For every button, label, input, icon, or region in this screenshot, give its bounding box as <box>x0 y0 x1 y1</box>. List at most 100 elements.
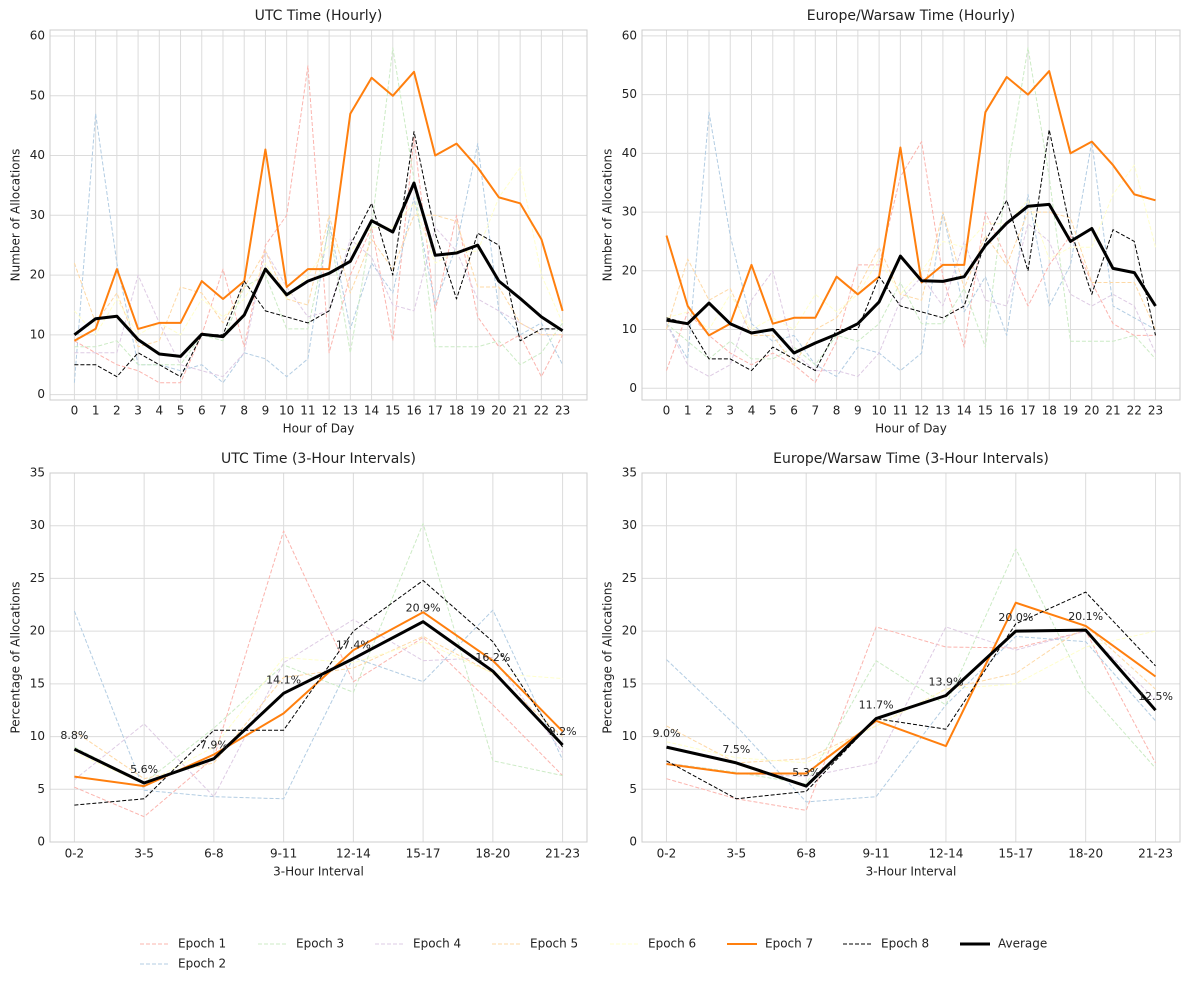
x-tick-label: 6 <box>790 404 798 418</box>
y-tick-label: 35 <box>622 466 637 480</box>
x-tick-label: 4 <box>748 404 756 418</box>
series-line <box>74 580 564 806</box>
x-tick-label: 3-5 <box>727 847 747 861</box>
legend-label: Epoch 4 <box>413 937 461 951</box>
x-tick-label: 18 <box>449 404 464 418</box>
x-tick-label: 5 <box>769 404 777 418</box>
x-axis-label: 3-Hour Interval <box>273 865 364 879</box>
x-tick-label: 10 <box>871 404 886 418</box>
plot-frame <box>49 472 588 843</box>
data-label: 5.6% <box>130 763 158 776</box>
y-tick-label: 35 <box>30 466 45 480</box>
chart-title: UTC Time (Hourly) <box>255 8 383 24</box>
x-tick-label: 13 <box>935 404 950 418</box>
x-tick-label: 8 <box>833 404 841 418</box>
x-tick-label: 9 <box>854 404 862 418</box>
data-label: 8.8% <box>60 729 88 742</box>
y-axis-label: Number of Allocations <box>601 149 615 282</box>
data-label: 5.3% <box>792 766 820 779</box>
chart-title: Europe/Warsaw Time (3-Hour Intervals) <box>773 451 1049 467</box>
x-tick-label: 15-17 <box>406 847 441 861</box>
x-tick-label: 13 <box>343 404 358 418</box>
data-label: 14.1% <box>266 673 301 686</box>
x-tick-label: 15 <box>385 404 400 418</box>
x-tick-label: 12-14 <box>928 847 963 861</box>
data-label: 9.0% <box>652 727 680 740</box>
data-label: 20.1% <box>1068 610 1103 623</box>
y-tick-label: 0 <box>37 387 45 401</box>
y-tick-label: 60 <box>622 28 637 42</box>
data-label: 17.4% <box>336 639 371 652</box>
x-tick-label: 17 <box>428 404 443 418</box>
chart-title: UTC Time (3-Hour Intervals) <box>221 451 416 467</box>
x-tick-label: 23 <box>1148 404 1163 418</box>
x-tick-label: 3 <box>134 404 142 418</box>
chart-title: Europe/Warsaw Time (Hourly) <box>807 8 1016 24</box>
series-line <box>666 129 1156 372</box>
legend-label: Epoch 2 <box>178 957 226 971</box>
legend-label: Epoch 6 <box>648 937 696 951</box>
series-line <box>74 523 563 784</box>
y-tick-label: 5 <box>629 782 637 796</box>
series-line <box>74 635 563 780</box>
y-tick-label: 10 <box>622 322 637 336</box>
series-line <box>74 131 563 378</box>
series-line <box>73 181 564 358</box>
legend-label: Epoch 1 <box>178 937 226 951</box>
y-tick-label: 0 <box>629 835 637 849</box>
x-tick-label: 20 <box>1084 404 1099 418</box>
x-tick-label: 18-20 <box>1068 847 1103 861</box>
y-tick-label: 25 <box>30 571 45 585</box>
series-line <box>666 141 1156 383</box>
series-line <box>73 609 564 800</box>
y-tick-label: 20 <box>30 268 45 282</box>
plot-frame <box>641 472 1181 843</box>
series-line <box>73 70 564 342</box>
x-tick-label: 12 <box>321 404 336 418</box>
y-tick-label: 30 <box>30 518 45 532</box>
data-label: 9.2% <box>549 725 577 738</box>
x-tick-label: 6-8 <box>204 847 224 861</box>
series-line <box>74 641 563 785</box>
series-line <box>666 548 1156 785</box>
y-tick-label: 30 <box>622 518 637 532</box>
x-tick-label: 7 <box>811 404 819 418</box>
y-tick-label: 60 <box>30 28 45 42</box>
y-tick-label: 10 <box>30 327 45 341</box>
x-tick-label: 2 <box>113 404 121 418</box>
x-tick-label: 21 <box>512 404 527 418</box>
data-label: 16.2% <box>475 651 510 664</box>
x-tick-label: 5 <box>177 404 185 418</box>
x-tick-label: 9-11 <box>270 847 297 861</box>
series-line <box>666 601 1157 775</box>
y-tick-label: 20 <box>622 624 637 638</box>
x-tick-label: 16 <box>406 404 421 418</box>
data-label: 7.9% <box>200 739 228 752</box>
y-tick-label: 5 <box>37 782 45 796</box>
y-axis-label: Percentage of Allocations <box>601 581 615 733</box>
series-line <box>74 611 564 788</box>
x-axis-label: 3-Hour Interval <box>866 865 957 879</box>
y-tick-label: 0 <box>629 381 637 395</box>
data-label: 11.7% <box>859 699 894 712</box>
series-line <box>666 202 1157 355</box>
series-line <box>666 211 1156 366</box>
data-label: 20.0% <box>998 611 1033 624</box>
y-tick-label: 40 <box>622 146 637 160</box>
y-tick-label: 50 <box>622 87 637 101</box>
x-tick-label: 14 <box>364 404 379 418</box>
x-tick-label: 21-23 <box>545 847 580 861</box>
plot-frame <box>641 29 1181 401</box>
series-line <box>74 65 564 384</box>
series-line <box>665 70 1156 337</box>
x-tick-label: 17 <box>1020 404 1035 418</box>
y-tick-label: 10 <box>30 729 45 743</box>
series-line <box>666 111 1156 377</box>
y-tick-label: 40 <box>30 148 45 162</box>
y-tick-label: 10 <box>622 729 637 743</box>
legend-label: Epoch 7 <box>765 937 813 951</box>
x-tick-label: 3 <box>726 404 734 418</box>
y-tick-label: 20 <box>622 263 637 277</box>
x-tick-label: 2 <box>705 404 713 418</box>
